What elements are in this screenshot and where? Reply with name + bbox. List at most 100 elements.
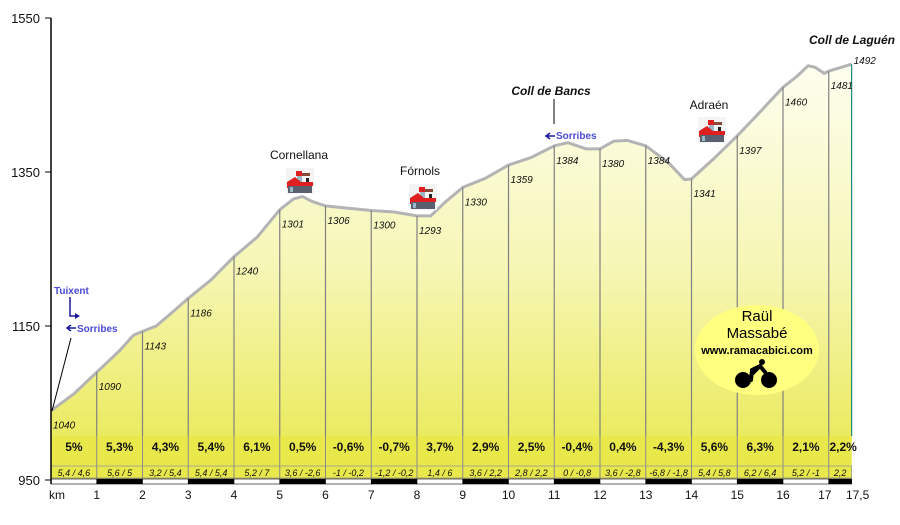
gradient-percent: 2,2% <box>830 440 858 454</box>
gradient-percent: -0,6% <box>333 440 365 454</box>
gradient-percent: 6,1% <box>243 440 271 454</box>
village-house-icon <box>698 117 726 143</box>
km-ruler-segment <box>828 478 852 485</box>
y-tick-label: 1350 <box>11 165 40 180</box>
elevation-label: 1090 <box>99 382 122 393</box>
km-ruler-segment <box>50 478 98 485</box>
author-website: www.ramacabici.com <box>700 345 813 357</box>
gradient-percent: 3,7% <box>426 440 454 454</box>
y-tick-label: 1550 <box>11 11 40 26</box>
sub-gradient: 0 / -0,8 <box>563 468 591 478</box>
elevation-label: 1492 <box>854 56 877 67</box>
sub-gradient: 3,6 / 2,2 <box>469 468 502 478</box>
km-ruler-segment <box>325 478 372 485</box>
sub-gradient: 5,4 / 5,8 <box>698 468 731 478</box>
sub-gradient: 5,2 / 7 <box>244 468 270 478</box>
sub-gradient: 3,6 / -2,8 <box>605 468 641 478</box>
x-tick-label: 7 <box>368 488 375 502</box>
road-label: Sorribes <box>556 131 597 142</box>
x-tick-label: 3 <box>185 488 192 502</box>
gradient-percent: 6,3% <box>746 440 774 454</box>
x-tick-label: 10 <box>502 488 516 502</box>
village-label: Cornellana <box>270 148 328 162</box>
elevation-label: 1186 <box>190 308 212 319</box>
gradient-percent: 2,9% <box>472 440 500 454</box>
profile-area <box>51 64 852 480</box>
village-label: Adraén <box>690 98 729 112</box>
gradient-percent: 4,3% <box>152 440 180 454</box>
sub-gradient: -1 / -0,2 <box>333 468 364 478</box>
sub-gradient: 5,6 / 5 <box>107 468 133 478</box>
gradient-percent: -0,4% <box>561 440 593 454</box>
village-label: Fórnols <box>400 164 440 178</box>
elevation-label: 1306 <box>328 216 351 227</box>
km-ruler-segment <box>96 478 143 485</box>
x-tick-label: 1 <box>93 488 100 502</box>
km-ruler-segment <box>462 478 509 485</box>
sub-gradient: 2,2 <box>833 468 847 478</box>
sub-gradient: -6,8 / -1,8 <box>649 468 688 478</box>
arrow-right-icon <box>69 297 78 317</box>
sub-gradient: 5,2 / -1 <box>792 468 820 478</box>
sub-gradient: -1,2 / -0,2 <box>375 468 414 478</box>
km-ruler-segment <box>508 478 555 485</box>
elevation-label: 1384 <box>648 156 671 167</box>
road-junction-line <box>51 337 72 412</box>
elevation-label: 1040 <box>53 421 76 432</box>
village-house-icon <box>409 184 437 210</box>
x-tick-label: 5 <box>276 488 283 502</box>
elevation-label: 1380 <box>602 159 625 170</box>
sub-gradient: 3,2 / 5,4 <box>149 468 182 478</box>
sub-gradient: 3,6 / -2,6 <box>285 468 321 478</box>
elevation-label: 1293 <box>419 226 442 237</box>
km-ruler-segment <box>233 478 281 485</box>
author-first-name: Raül <box>742 308 773 325</box>
road-label: Tuixent <box>54 286 89 297</box>
gradient-percent: 5,4% <box>197 440 225 454</box>
sub-gradient: 1,4 / 6 <box>427 468 452 478</box>
elevation-label: 1330 <box>465 197 488 208</box>
x-tick-label: 9 <box>459 488 466 502</box>
km-ruler-segment <box>142 478 189 485</box>
x-tick-label: 16 <box>776 488 790 502</box>
x-tick-label: 2 <box>139 488 146 502</box>
author-last-name: Massabé <box>727 325 788 342</box>
km-ruler-segment <box>187 478 235 485</box>
sub-gradient: 5,4 / 5,4 <box>195 468 228 478</box>
gradient-band <box>51 436 852 466</box>
elevation-label: 1300 <box>373 221 396 232</box>
arrow-right-icon <box>75 313 80 319</box>
gradient-percent: 2,1% <box>792 440 820 454</box>
gradient-percent: 2,5% <box>518 440 546 454</box>
elevation-label: 1397 <box>739 146 762 157</box>
y-tick-label: 1150 <box>12 319 40 334</box>
gradient-percent: -4,3% <box>653 440 685 454</box>
gradient-percent: 0,5% <box>289 440 317 454</box>
km-ruler-segment <box>416 478 464 485</box>
km-ruler-segment <box>370 478 418 485</box>
x-tick-label: 8 <box>414 488 421 502</box>
elevation-label: 1359 <box>511 175 534 186</box>
arrow-left-icon <box>544 132 555 140</box>
x-tick-label: 17,5 <box>846 488 870 502</box>
cyclist-icon <box>735 359 777 388</box>
author-badge <box>695 305 819 395</box>
km-ruler-segment <box>691 478 738 485</box>
x-tick-label: 6 <box>322 488 329 502</box>
pass-label: Coll de Bancs <box>511 84 591 98</box>
x-tick-label: 13 <box>639 488 653 502</box>
km-ruler-segment <box>736 478 784 485</box>
elevation-label: 1240 <box>236 267 259 278</box>
gradient-percent: 5,6% <box>701 440 729 454</box>
sub-gradient: 2,8 / 2,2 <box>514 468 548 478</box>
km-ruler-segment <box>599 478 647 485</box>
km-ruler-segment <box>782 478 830 485</box>
x-tick-label: 17 <box>818 488 832 502</box>
gradient-percent: 0,4% <box>609 440 637 454</box>
pass-label: Coll de Laguén <box>809 33 895 47</box>
elevation-label: 1481 <box>831 81 853 92</box>
km-ruler-segment <box>279 478 326 485</box>
gradient-percent: 5% <box>65 440 83 454</box>
road-label: Sorribes <box>77 324 118 335</box>
